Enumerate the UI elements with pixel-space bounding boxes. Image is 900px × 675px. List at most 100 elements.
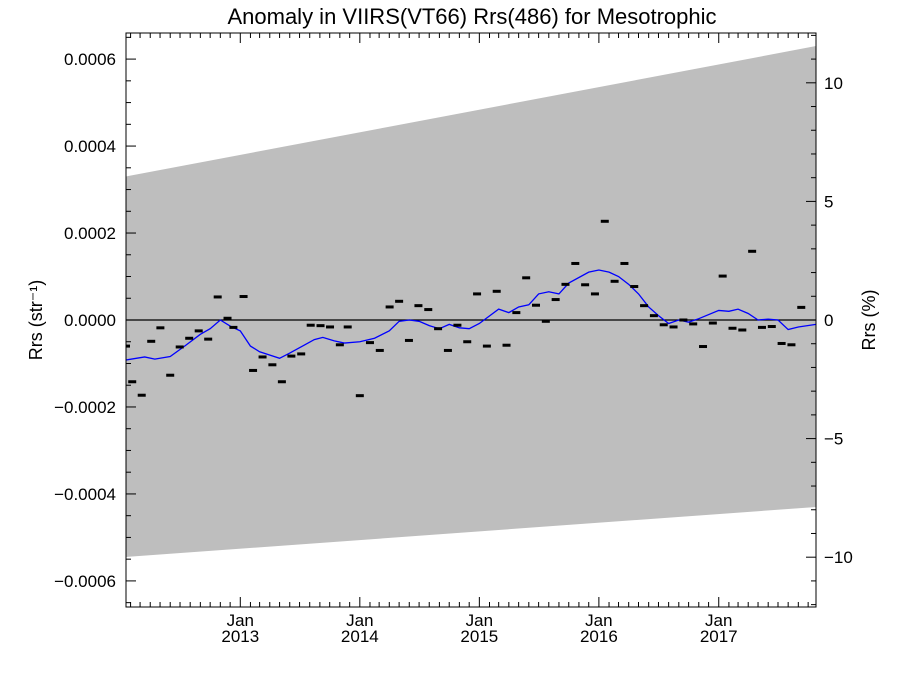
data-point — [610, 279, 619, 283]
data-point — [306, 323, 315, 327]
left-tick-label: −0.0006 — [54, 572, 116, 591]
data-point — [777, 341, 786, 345]
data-point — [414, 304, 423, 308]
data-point — [600, 219, 609, 223]
data-point — [434, 327, 443, 331]
y-axis-label-right: Rrs (%) — [859, 290, 879, 351]
data-point — [492, 289, 501, 293]
data-point — [708, 321, 717, 325]
x-tick-year: 2014 — [341, 627, 379, 646]
data-point — [640, 304, 649, 308]
data-point — [443, 348, 452, 352]
data-point — [128, 380, 137, 384]
data-point — [659, 323, 668, 327]
left-tick-label: 0.0006 — [64, 50, 116, 69]
data-point — [166, 373, 175, 377]
x-tick-year: 2013 — [221, 627, 259, 646]
data-point — [229, 325, 238, 329]
data-point — [297, 352, 306, 356]
left-y-axis: 0.0006 0.0004 0.0002 0.0000 −0.0002 −0.0004 −0… — [54, 36, 136, 604]
data-point — [385, 305, 394, 309]
x-tick-year: 2015 — [460, 627, 498, 646]
right-y-axis: 10 5 0 −5 −10 — [806, 34, 853, 606]
data-point — [679, 318, 688, 322]
data-point — [147, 339, 156, 343]
x-tick-year: 2016 — [580, 627, 618, 646]
data-point — [551, 298, 560, 302]
right-tick-label: −10 — [824, 548, 853, 567]
left-tick-label: −0.0004 — [54, 485, 116, 504]
left-tick-label: 0.0002 — [64, 224, 116, 243]
data-point — [473, 292, 482, 296]
data-point — [343, 325, 352, 329]
data-point — [277, 380, 286, 384]
x-tick-month: Jan — [466, 611, 493, 630]
data-point — [590, 292, 599, 296]
data-point — [571, 261, 580, 265]
data-point — [326, 325, 335, 329]
data-point — [355, 394, 364, 398]
data-point — [738, 328, 747, 332]
data-point — [156, 326, 165, 330]
chart-title: Anomaly in VIIRS(VT66) Rrs(486) for Meso… — [227, 4, 716, 29]
data-point — [541, 319, 550, 323]
data-point — [748, 249, 757, 253]
data-point — [502, 343, 511, 347]
data-point — [185, 336, 194, 340]
data-point — [258, 355, 267, 359]
data-point — [689, 322, 698, 326]
left-tick-label: −0.0002 — [54, 398, 116, 417]
data-point — [316, 324, 325, 328]
right-tick-label: 10 — [824, 74, 843, 93]
data-point — [453, 323, 462, 327]
data-point — [767, 325, 776, 329]
data-point — [365, 341, 374, 345]
data-point — [669, 325, 678, 329]
right-tick-label: −5 — [824, 430, 843, 449]
data-point — [335, 343, 344, 347]
data-point — [213, 295, 222, 299]
left-tick-label: 0.0004 — [64, 137, 116, 156]
data-point — [561, 282, 570, 286]
data-point — [404, 338, 413, 342]
data-point — [126, 344, 130, 348]
data-point — [463, 340, 472, 344]
data-point — [699, 345, 708, 349]
plot-area — [125, 32, 817, 608]
uncertainty-band — [126, 46, 816, 557]
x-tick-month: Jan — [227, 611, 254, 630]
data-point — [728, 326, 737, 330]
x-tick-year: 2017 — [700, 627, 738, 646]
x-tick-month: Jan — [585, 611, 612, 630]
data-point — [424, 308, 433, 312]
left-tick-label: 0.0000 — [64, 311, 116, 330]
y-axis-label-left: Rrs (str⁻¹) — [26, 280, 46, 360]
trend-line — [126, 269, 816, 361]
data-point — [718, 274, 727, 278]
data-point — [630, 285, 639, 289]
x-tick-month: Jan — [346, 611, 373, 630]
data-point — [239, 295, 248, 299]
data-point — [223, 316, 232, 320]
x-tick-month: Jan — [705, 611, 732, 630]
data-point — [137, 393, 146, 397]
data-point — [787, 343, 796, 347]
data-point — [581, 283, 590, 287]
data-point — [287, 354, 296, 358]
data-point — [620, 261, 629, 265]
data-point — [395, 299, 404, 303]
data-point — [512, 311, 521, 315]
right-tick-label: 0 — [824, 311, 833, 330]
data-point — [375, 348, 384, 352]
data-point — [649, 314, 658, 318]
data-point — [797, 305, 806, 309]
data-point — [249, 368, 258, 372]
data-point — [204, 337, 213, 341]
data-point — [482, 344, 491, 348]
data-point — [194, 329, 203, 333]
data-point — [268, 363, 277, 367]
data-point — [522, 276, 531, 280]
data-point — [532, 303, 541, 307]
